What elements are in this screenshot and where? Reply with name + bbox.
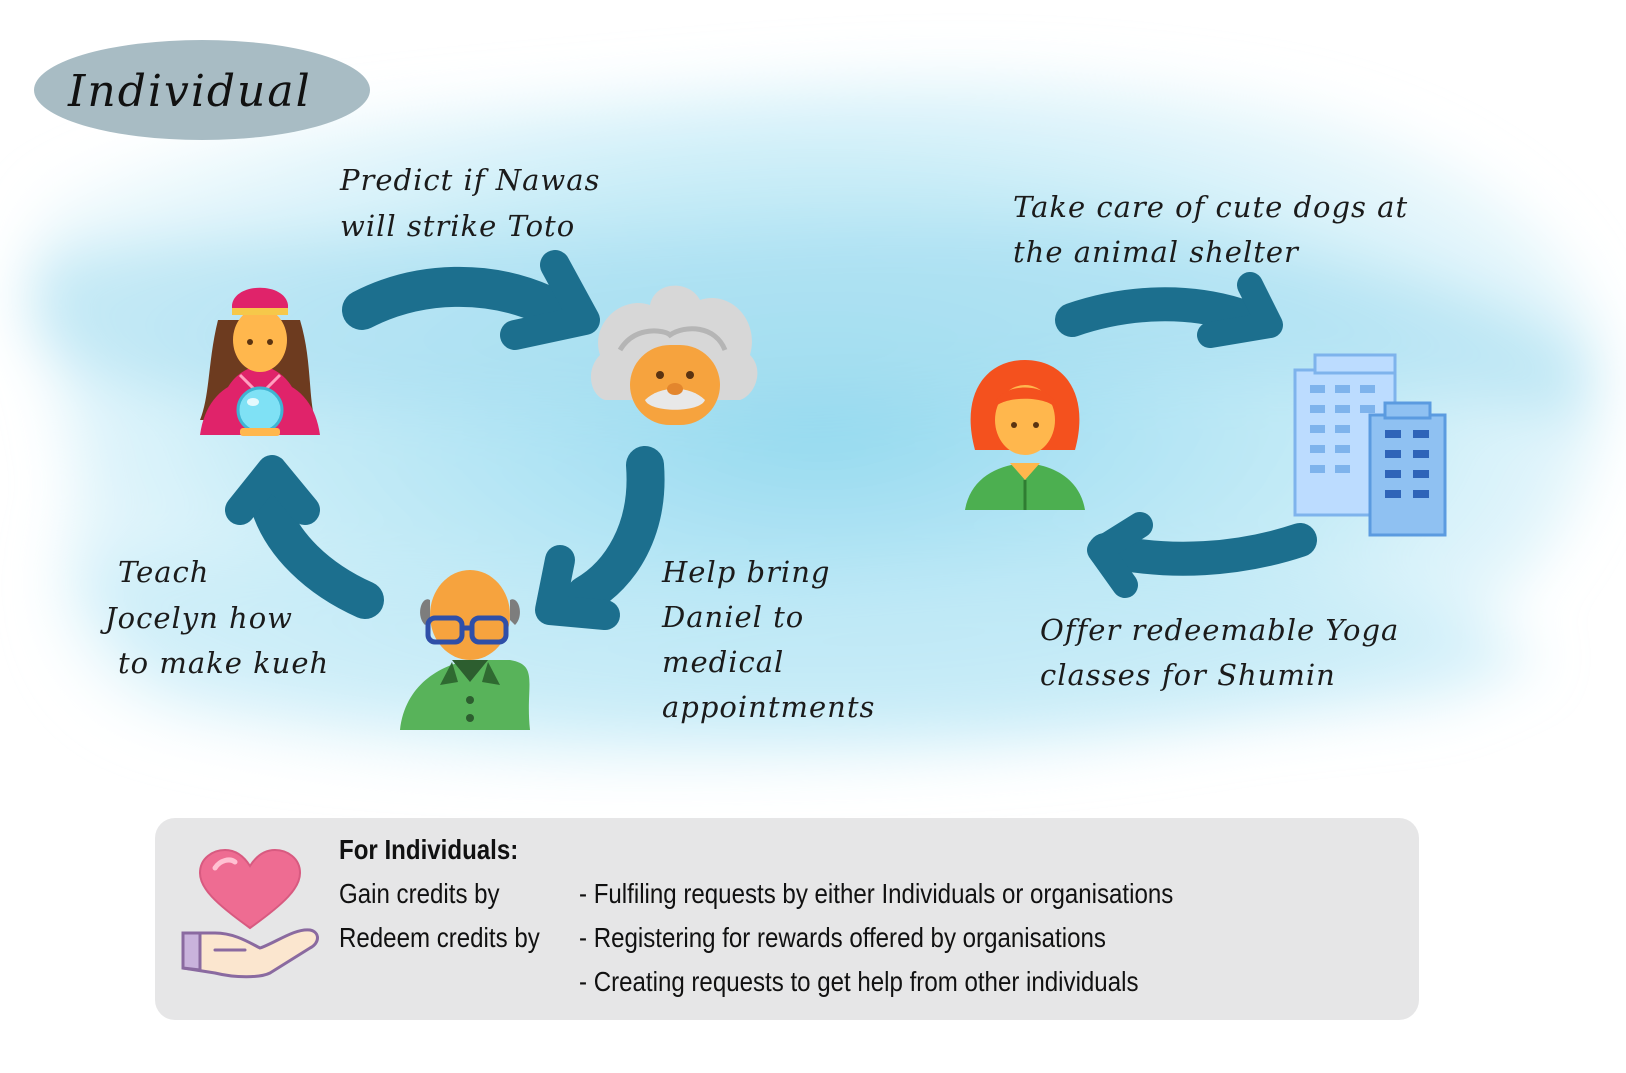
- info-panel: For Individuals: Gain credits by Redeem …: [155, 818, 1419, 1020]
- arrows: [225, 250, 1317, 630]
- redeem-item: - Creating requests to get help from oth…: [579, 966, 1139, 997]
- label-help-line-4: appointments: [662, 690, 875, 724]
- label-help: Help bring Daniel to medical appointment…: [661, 555, 875, 724]
- label-help-line-2: Daniel to: [661, 600, 804, 634]
- label-yoga: Offer redeemable Yoga classes for Shumin: [1040, 613, 1399, 692]
- label-teach-line-3: to make kueh: [118, 646, 329, 680]
- arrow-yoga: [1087, 512, 1317, 598]
- info-heading: For Individuals:: [339, 834, 519, 865]
- label-help-line-3: medical: [662, 645, 784, 679]
- label-teach-line-2: Jocelyn how: [100, 601, 293, 635]
- label-teach: Teach Jocelyn how to make kueh: [100, 555, 329, 680]
- fortune-teller-icon: [200, 287, 320, 436]
- gain-label: Gain credits by: [339, 878, 500, 909]
- arrow-help: [535, 446, 665, 630]
- arrow-predict: [342, 250, 600, 350]
- label-yoga-line-2: classes for Shumin: [1040, 658, 1336, 692]
- diagram-title: Individual: [67, 66, 312, 117]
- label-dogs-line-2: the animal shelter: [1013, 235, 1300, 269]
- redeem-item: - Registering for rewards offered by org…: [579, 922, 1106, 953]
- label-predict-line-2: will strike Toto: [340, 209, 575, 243]
- arrow-teach: [225, 455, 384, 619]
- gain-item: - Fulfiling requests by either Individua…: [579, 878, 1174, 909]
- heart-in-hand-icon: [181, 848, 319, 979]
- scientist-icon: [590, 285, 758, 425]
- grandfather-icon: [400, 570, 530, 730]
- woman-icon: [965, 360, 1085, 510]
- label-predict-line-1: Predict if Nawas: [339, 163, 600, 197]
- organisation-buildings-icon: [1293, 353, 1447, 537]
- label-dogs-line-1: Take care of cute dogs at: [1013, 190, 1408, 224]
- label-dogs: Take care of cute dogs at the animal she…: [1013, 190, 1408, 269]
- title-pill: Individual: [34, 40, 370, 140]
- label-help-line-1: Help bring: [661, 555, 830, 589]
- label-teach-line-1: Teach: [118, 555, 209, 589]
- label-predict: Predict if Nawas will strike Toto: [339, 163, 600, 243]
- label-yoga-line-1: Offer redeemable Yoga: [1040, 613, 1399, 647]
- arrow-dogs: [1055, 272, 1283, 348]
- redeem-label: Redeem credits by: [339, 922, 540, 953]
